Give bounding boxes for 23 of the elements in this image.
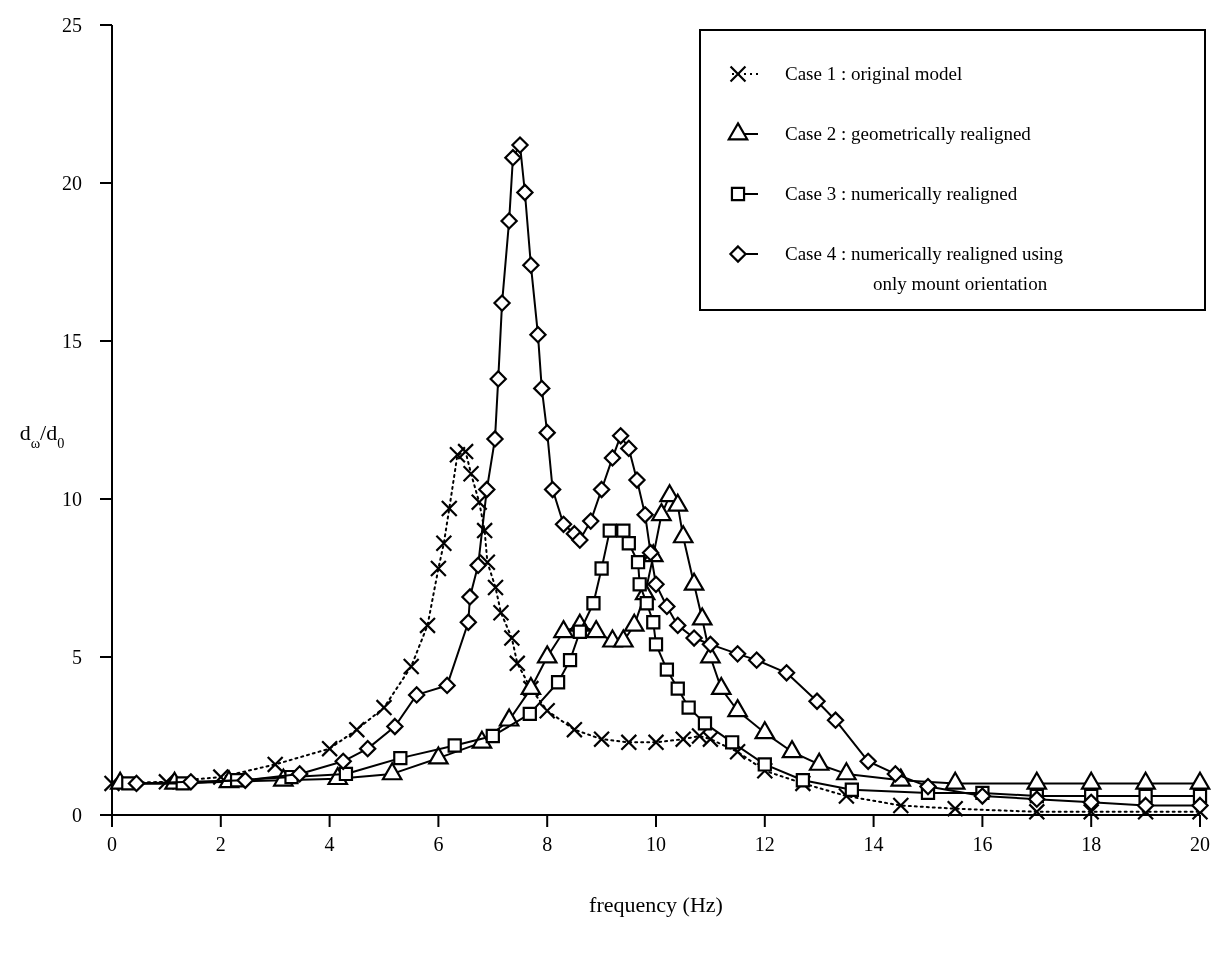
x-tick-label: 0 <box>107 833 117 855</box>
y-tick-label: 5 <box>72 646 82 668</box>
y-tick-label: 0 <box>72 804 82 826</box>
x-tick-label: 4 <box>324 833 335 855</box>
x-tick-label: 2 <box>215 833 226 855</box>
x-tick-label: 18 <box>1081 833 1102 855</box>
y-tick-label: 20 <box>62 172 82 194</box>
x-tick-label: 10 <box>646 833 666 855</box>
x-tick-label: 16 <box>972 833 993 855</box>
x-tick-label: 8 <box>542 833 553 855</box>
legend-label: Case 2 : geometrically realigned <box>785 123 1032 144</box>
legend-label: Case 1 : original model <box>785 63 963 84</box>
legend-label: Case 3 : numerically realigned <box>785 183 1018 204</box>
legend-label: Case 4 : numerically realigned using only mount orientation <box>785 243 1064 294</box>
y-tick-label: 15 <box>62 330 82 352</box>
x-tick-label: 14 <box>863 833 884 855</box>
x-tick-label: 20 <box>1190 833 1210 855</box>
x-tick-label: 12 <box>754 833 775 855</box>
x-axis-title: frequency (Hz) <box>589 892 723 917</box>
y-axis-title: d$_{ω}$/d$_{0}$ <box>19 420 65 451</box>
y-tick-label: 25 <box>62 14 82 36</box>
x-tick-label: 6 <box>433 833 444 855</box>
y-tick-label: 10 <box>62 488 82 510</box>
